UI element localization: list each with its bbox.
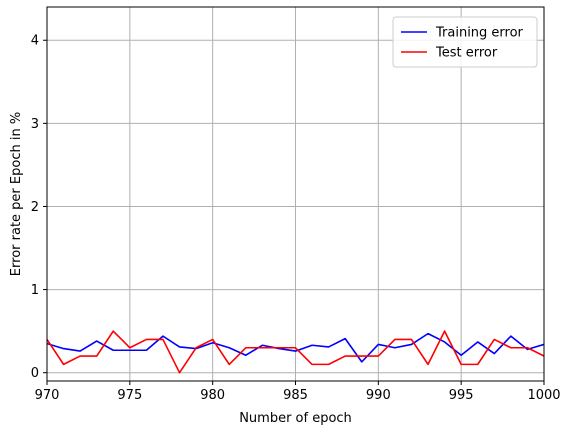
x-tick-label: 980 — [200, 388, 225, 403]
series-line-test-error — [47, 330, 544, 374]
y-tick-label: 4 — [31, 34, 39, 49]
y-tick-label: 0 — [31, 366, 39, 381]
y-axis-label: Error rate per Epoch in % — [9, 112, 24, 276]
x-tick-label: 990 — [366, 388, 391, 403]
series-lines — [47, 330, 544, 374]
y-tick-label: 3 — [31, 117, 39, 132]
y-tick-label: 2 — [31, 200, 39, 215]
legend: Training error Test error — [392, 16, 538, 68]
axis-ticks: 970 975 980 985 990 995 1000 0 1 2 3 4 — [31, 34, 561, 403]
x-tick-label: 985 — [283, 388, 308, 403]
series-line-training-error — [47, 332, 544, 363]
x-tick-label: 970 — [35, 388, 60, 403]
x-tick-label: 995 — [449, 388, 474, 403]
legend-label: Test error — [435, 46, 498, 61]
grid — [46, 7, 545, 381]
x-axis-label: Number of epoch — [239, 411, 352, 426]
legend-label: Training error — [435, 26, 524, 41]
x-tick-label: 975 — [117, 388, 142, 403]
x-tick-label: 1000 — [527, 388, 560, 403]
y-tick-label: 1 — [31, 283, 39, 298]
legend-box — [392, 16, 538, 68]
